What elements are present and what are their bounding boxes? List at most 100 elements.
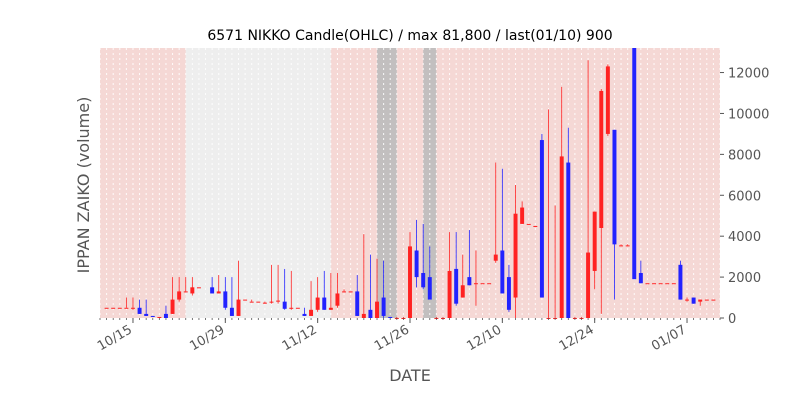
highlight-band <box>100 48 186 318</box>
candle-body <box>513 213 518 298</box>
y-tick-label: 10000 <box>728 107 769 122</box>
candle-body <box>678 264 683 300</box>
candle-body <box>276 300 281 302</box>
candle-body <box>619 245 624 247</box>
holiday-band <box>377 48 397 318</box>
candle <box>368 254 373 318</box>
candle-body <box>170 299 175 314</box>
candle-body <box>124 307 129 309</box>
candle <box>131 297 135 310</box>
candle-body <box>704 299 709 301</box>
candle-body <box>216 291 221 294</box>
candle <box>619 244 624 247</box>
candle <box>408 232 412 318</box>
candle <box>586 60 591 318</box>
candle-body <box>447 270 452 318</box>
candle-body <box>671 283 676 285</box>
candle-body <box>467 277 472 286</box>
candle <box>480 283 485 285</box>
candle-body <box>137 307 142 314</box>
candle <box>111 307 116 309</box>
candle <box>229 277 234 316</box>
candle-body <box>658 283 663 285</box>
candle <box>685 297 689 302</box>
candle <box>196 287 201 289</box>
candle <box>243 299 248 301</box>
candle <box>137 299 142 314</box>
candle <box>144 299 149 316</box>
candle-body <box>645 283 650 285</box>
candle-body <box>210 287 215 294</box>
candle <box>262 301 267 304</box>
candle <box>711 299 716 301</box>
candle-body <box>249 301 254 303</box>
candle <box>216 275 221 294</box>
candle-body <box>698 299 703 302</box>
candle <box>487 283 492 285</box>
y-tick-label: 6000 <box>728 189 761 204</box>
candle <box>533 225 538 227</box>
candle-body <box>638 273 643 284</box>
candle-body <box>460 285 465 298</box>
candle <box>315 277 320 312</box>
candle <box>223 277 228 310</box>
candle-body <box>454 268 459 304</box>
candle-body <box>262 302 267 304</box>
candle <box>282 268 287 310</box>
candle <box>256 301 261 303</box>
candle <box>183 277 188 293</box>
candle <box>328 273 333 310</box>
candle-body <box>559 156 564 318</box>
chart-title: 6571 NIKKO Candle(OHLC) / max 81,800 / l… <box>207 28 612 44</box>
candle <box>302 307 307 316</box>
candle-body <box>295 307 300 309</box>
x-axis-label: DATE <box>389 366 431 385</box>
candle-body <box>157 316 162 318</box>
candle-body <box>711 299 716 301</box>
candle-body <box>625 245 630 247</box>
candle-body <box>322 297 327 310</box>
candle <box>170 277 175 314</box>
candle <box>454 232 459 306</box>
candle-body <box>612 129 617 245</box>
candle-body <box>414 250 419 278</box>
candle <box>467 230 472 286</box>
candle-body <box>506 277 511 310</box>
candle-body <box>131 307 135 309</box>
candle-body <box>309 309 314 316</box>
candle <box>473 250 478 306</box>
candle <box>500 168 505 294</box>
candle-body <box>355 291 360 316</box>
candle <box>652 283 657 285</box>
candle-body <box>665 283 670 285</box>
candle-body <box>691 297 696 304</box>
candle-body <box>328 307 333 310</box>
candle <box>163 305 168 318</box>
candle <box>599 88 604 314</box>
candle <box>124 297 129 309</box>
candle <box>559 86 564 318</box>
candle <box>513 185 518 318</box>
y-axis-ticks: 0 2000 4000 6000 8000 10000 12000 <box>720 67 769 327</box>
candle-body <box>526 223 531 225</box>
candle-body <box>566 162 571 318</box>
candle-body <box>388 316 393 318</box>
candle <box>355 275 360 316</box>
candle <box>421 223 426 290</box>
candle <box>289 270 294 310</box>
candle-body <box>533 225 538 227</box>
y-tick-label: 0 <box>728 312 736 327</box>
candle <box>698 299 703 306</box>
candle-body <box>605 66 610 134</box>
candle-body <box>599 90 604 228</box>
candle-body <box>282 301 287 309</box>
candle-body <box>421 273 426 288</box>
candle-body <box>144 313 149 316</box>
candle-body <box>190 287 195 294</box>
candle-body <box>289 307 294 309</box>
candle-body <box>473 283 478 285</box>
candle-body <box>256 301 261 303</box>
candle <box>427 246 432 300</box>
